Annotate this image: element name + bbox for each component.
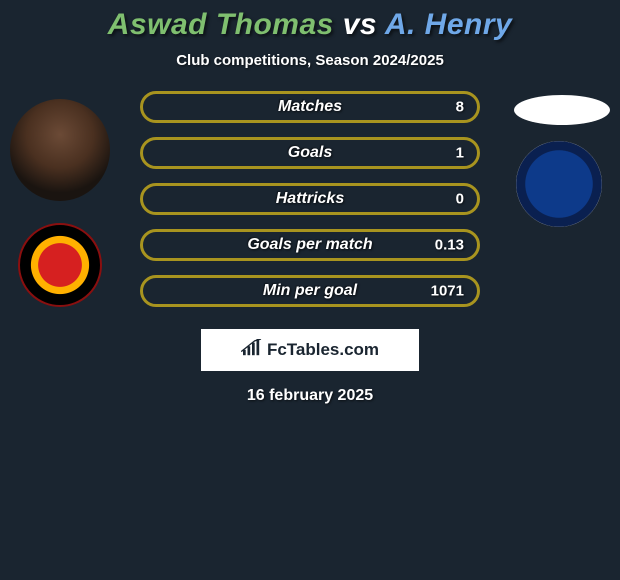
bar-chart-icon xyxy=(241,339,263,362)
brand-box: FcTables.com xyxy=(201,329,419,371)
vs-separator: vs xyxy=(343,8,377,41)
brand-text: FcTables.com xyxy=(267,340,379,360)
player-left-photo xyxy=(10,99,110,201)
stat-row-goals: Goals 1 xyxy=(140,137,480,169)
stat-label: Goals per match xyxy=(247,236,372,254)
stat-row-goals-per-match: Goals per match 0.13 xyxy=(140,229,480,261)
stat-row-matches: Matches 8 xyxy=(140,91,480,123)
stat-value-right: 1 xyxy=(456,145,464,162)
comparison-title: Aswad Thomas vs A. Henry xyxy=(108,8,512,42)
stat-rows: Matches 8 Goals 1 Hattricks 0 Goals per … xyxy=(140,91,480,307)
subtitle: Club competitions, Season 2024/2025 xyxy=(176,52,444,69)
player-right-name: A. Henry xyxy=(385,8,512,41)
player-right-photo xyxy=(514,95,610,125)
stat-value-right: 0 xyxy=(456,191,464,208)
player-left-name: Aswad Thomas xyxy=(108,8,334,41)
stat-label: Goals xyxy=(288,144,332,162)
stats-area: Matches 8 Goals 1 Hattricks 0 Goals per … xyxy=(0,91,620,405)
stat-label: Hattricks xyxy=(276,190,344,208)
player-left-club-badge xyxy=(18,223,102,307)
stat-row-hattricks: Hattricks 0 xyxy=(140,183,480,215)
date-text: 16 february 2025 xyxy=(0,387,620,405)
player-right-club-badge xyxy=(516,141,602,227)
stat-value-right: 8 xyxy=(456,99,464,116)
stat-label: Matches xyxy=(278,98,342,116)
stat-value-right: 1071 xyxy=(431,283,464,300)
stat-row-min-per-goal: Min per goal 1071 xyxy=(140,275,480,307)
stat-label: Min per goal xyxy=(263,282,357,300)
stat-value-right: 0.13 xyxy=(435,237,464,254)
